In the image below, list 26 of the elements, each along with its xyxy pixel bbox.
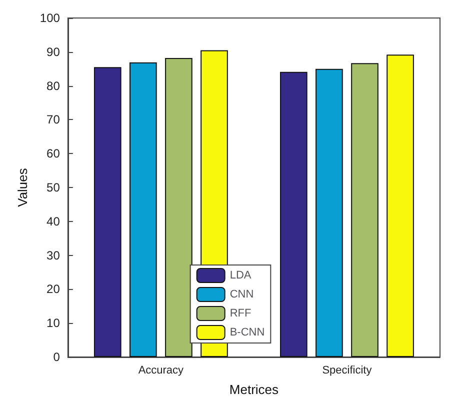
bar [130,62,157,357]
bar [165,58,192,357]
bar [316,68,343,357]
legend-label: B-CNN [230,326,265,338]
x-axis-title: Metrices [229,382,280,397]
y-tick-label: 0 [53,350,60,364]
bar [280,72,308,357]
bar [351,63,378,357]
y-tick-label: 50 [46,180,60,194]
y-tick-label: 70 [46,112,60,127]
bar [94,67,122,357]
y-axis-title: Values [15,168,30,207]
legend-label: RFF [230,308,252,320]
y-tick-label: 20 [46,282,60,296]
legend-label: CNN [230,288,254,300]
legend-label: LDA [230,270,252,282]
y-tick-label: 40 [46,214,60,228]
y-tick-label: 10 [46,316,60,330]
y-tick-label: 100 [40,11,60,25]
bar [386,54,414,357]
y-tick-label: 90 [46,44,60,59]
x-tick-label: Accuracy [138,364,184,376]
x-tick-label: Specificity [322,364,372,376]
y-tick-label: 60 [46,146,60,161]
y-tick-label: 30 [46,248,60,262]
y-tick-label: 80 [46,78,60,93]
